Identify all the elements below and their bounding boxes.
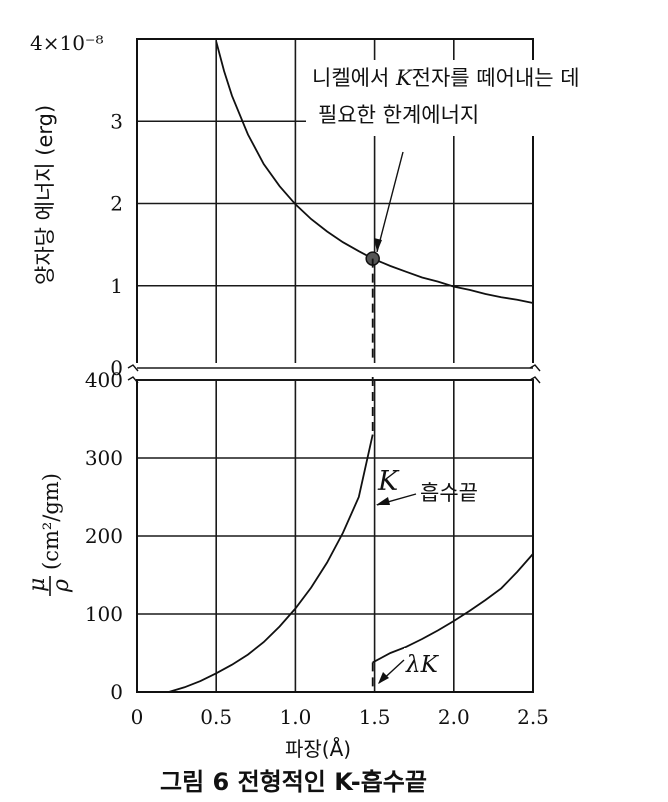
- bottom-ytick-label-3: 300: [85, 446, 123, 470]
- break-mark-left-1: [127, 376, 139, 384]
- annotation-line-1: 니켈에서 K전자를 떼어내는 데: [312, 66, 580, 90]
- lambda-arrowhead: [378, 672, 389, 684]
- bottom-series-0: [168, 434, 374, 693]
- top-ytick-label-0: 0: [110, 356, 123, 380]
- xtick-label-1: 0.5: [200, 705, 232, 729]
- bottom-ytick-label-1: 100: [85, 602, 123, 626]
- unit-label: (cm²/gm): [39, 473, 63, 570]
- top-y-max-label: 4×10⁻⁸: [30, 31, 104, 55]
- annotation-arrowhead: [374, 238, 382, 252]
- top-series-0: [215, 41, 534, 304]
- axis-break: [127, 363, 542, 384]
- annotation-line-1-post: 전자를 떼어내는 데: [412, 66, 580, 90]
- xtick-label-3: 1.5: [359, 705, 391, 729]
- rho-symbol: ρ: [49, 579, 74, 593]
- top-ytick-label-1: 1: [110, 274, 123, 298]
- bottom-ytick-label-2: 200: [85, 524, 123, 548]
- bottom-ytick-label-0: 0: [110, 680, 123, 704]
- top-ytick-label-3: 3: [110, 109, 123, 133]
- break-mark-right-1: [529, 376, 541, 384]
- break-gap: [128, 363, 542, 377]
- lambda-k: K: [420, 652, 440, 678]
- figure-caption: 그림 6 전형적인 K-흡수끝: [160, 768, 427, 796]
- edge-k-label: K: [377, 466, 400, 497]
- lambda-k-label: λK: [405, 652, 440, 678]
- bottom-absorption-panel: 0 100 200 300 400 0 0.5 1.0 1.5 2.0 2.5: [85, 368, 549, 729]
- annotation-line-2: 필요한 한계에너지: [318, 103, 479, 127]
- bottom-y-axis-label: μ ρ (cm²/gm): [25, 473, 74, 596]
- lambda-symbol: λ: [405, 652, 421, 678]
- edge-text-label: 흡수끝: [420, 481, 478, 505]
- annotation-line-1-pre: 니켈에서: [312, 66, 396, 90]
- break-mark-right-0: [529, 364, 541, 372]
- bottom-ytick-label-4: 400: [85, 368, 123, 392]
- annotation-arrow: [376, 151, 404, 253]
- top-y-axis-label: 양자당 에너지 (erg): [33, 105, 57, 285]
- edge-arrowhead: [376, 497, 390, 505]
- top-ytick-label-2: 2: [110, 192, 123, 216]
- x-axis-label: 파장(Å): [285, 737, 351, 761]
- mu-symbol: μ: [25, 578, 50, 592]
- xtick-label-0: 0: [131, 705, 144, 729]
- annotation-k: K: [395, 66, 413, 90]
- xtick-label-2: 1.0: [279, 705, 311, 729]
- xtick-label-4: 2.0: [438, 705, 470, 729]
- annotation-backdrop: [306, 60, 638, 136]
- lambda-backdrop: [404, 648, 450, 678]
- bottom-series-1: [372, 553, 534, 664]
- break-mark-left-0: [127, 364, 139, 372]
- xtick-label-5: 2.5: [517, 705, 549, 729]
